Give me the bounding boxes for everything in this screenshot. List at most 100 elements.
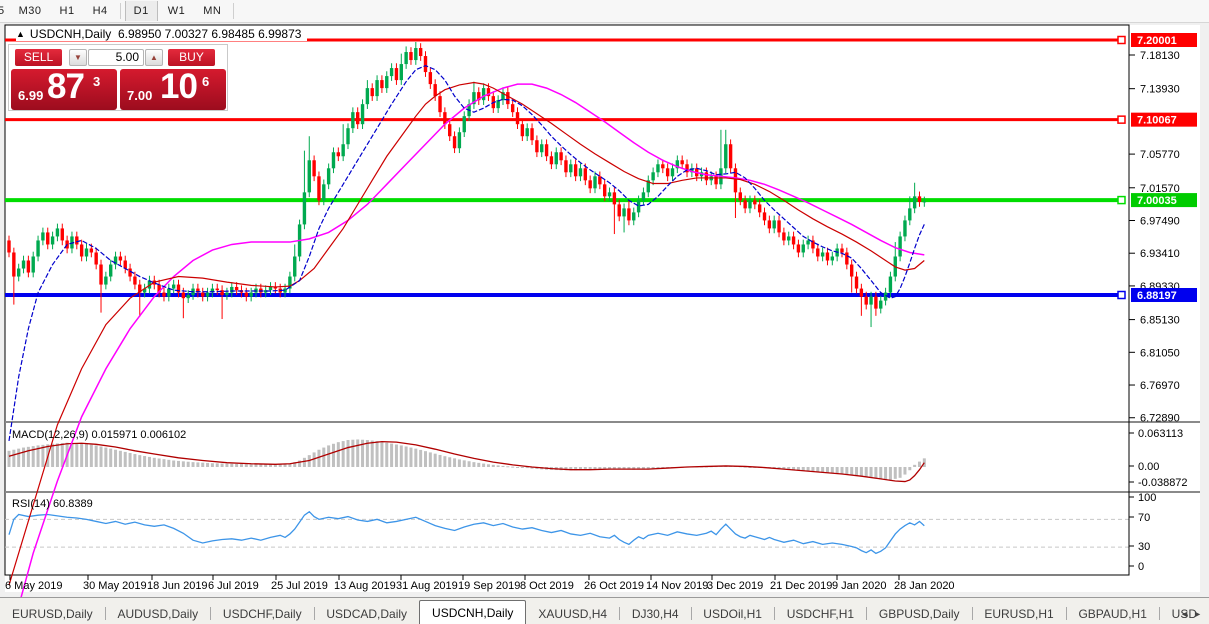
macd-histogram-bar <box>801 467 805 471</box>
macd-histogram-bar <box>516 467 520 468</box>
level-handle[interactable] <box>1117 195 1126 205</box>
ask-price-box[interactable]: 7.00 10 6 <box>120 67 226 110</box>
tab-xauusd-h4[interactable]: XAUUSD,H4 <box>538 607 608 621</box>
candle-body <box>680 160 684 165</box>
timeframe-5[interactable]: 5 <box>0 5 5 17</box>
price-tick-label: 6.72890 <box>1140 413 1180 425</box>
timeframe-W1[interactable]: W1 <box>167 5 186 17</box>
tab-gbpaud-h1[interactable]: GBPAUD,H1 <box>1078 607 1147 621</box>
candle-body <box>50 236 55 245</box>
candle-body <box>675 160 680 169</box>
tab-scroll-left-icon[interactable]: ◄ <box>1180 609 1194 619</box>
macd-histogram-bar <box>104 447 108 467</box>
candle-body <box>665 168 670 177</box>
macd-histogram-bar <box>520 467 524 468</box>
level-handle[interactable] <box>1117 35 1126 45</box>
ma-mid-line <box>8 81 925 586</box>
candle-body <box>201 292 205 297</box>
candle-body <box>840 248 844 253</box>
macd-histogram-bar <box>210 463 214 467</box>
collapse-arrow-icon[interactable]: ▲ <box>16 29 25 39</box>
level-badge-label: 7.00035 <box>1137 195 1177 207</box>
macd-histogram-bar <box>36 445 40 467</box>
candle-body <box>196 288 200 293</box>
timeframe-D1[interactable]: D1 <box>124 1 158 21</box>
macd-histogram-bar <box>167 459 171 467</box>
macd-histogram-bar <box>31 446 35 467</box>
level-handle[interactable] <box>1117 290 1126 300</box>
volume-decrease-button[interactable]: ▼ <box>69 48 87 66</box>
tab-usdchf-h1[interactable]: USDCHF,H1 <box>786 607 855 621</box>
timeframe-H4[interactable]: H4 <box>92 5 108 17</box>
macd-histogram-bar <box>12 449 16 467</box>
macd-histogram-bar <box>239 464 243 467</box>
tab-scroll-right-icon[interactable]: ► <box>1193 609 1206 619</box>
tab-dj30-h4[interactable]: DJ30,H4 <box>631 607 679 621</box>
candle-body <box>380 80 384 89</box>
macd-histogram-bar <box>748 467 752 468</box>
macd-histogram-bar <box>157 458 161 467</box>
candle-body <box>457 132 462 149</box>
macd-histogram-bar <box>336 442 340 467</box>
macd-histogram-bar <box>293 462 297 467</box>
candle-body <box>767 220 772 229</box>
candle-body <box>317 176 321 201</box>
candle-body <box>869 296 873 305</box>
candle-body <box>26 260 31 273</box>
tab-usdcnh-daily[interactable]: USDCNH,Daily <box>419 600 527 624</box>
macd-histogram-bar <box>375 441 379 467</box>
tab-usdcad-daily[interactable]: USDCAD,Daily <box>326 607 408 621</box>
tab-eurusd-h1[interactable]: EURUSD,H1 <box>984 607 1054 621</box>
macd-histogram-bar <box>317 449 321 467</box>
tab-separator <box>690 607 692 620</box>
macd-histogram-bar <box>99 446 103 467</box>
macd-histogram-bar <box>903 467 907 475</box>
tab-usdchf-daily[interactable]: USDCHF,Daily <box>222 607 302 621</box>
macd-histogram-bar <box>283 463 287 467</box>
macd-scale-label: 0.063113 <box>1138 428 1183 440</box>
tab-usdoil-h1[interactable]: USDOil,H1 <box>703 607 762 621</box>
macd-histogram-bar <box>569 467 573 471</box>
tab-eurusd-daily[interactable]: EURUSD,Daily <box>12 607 93 621</box>
timeframe-MN[interactable]: MN <box>203 5 222 17</box>
date-label: 26 Oct 2019 <box>584 580 644 592</box>
macd-histogram-bar <box>89 444 93 467</box>
candle-body <box>632 212 636 221</box>
macd-histogram-bar <box>917 461 921 467</box>
candle-body <box>898 236 902 257</box>
volume-input[interactable] <box>88 48 144 66</box>
bid-price-box[interactable]: 6.99 87 3 <box>11 67 117 110</box>
level-handle[interactable] <box>1117 115 1126 124</box>
sell-button[interactable]: SELL <box>15 48 62 66</box>
candle-body <box>210 288 215 293</box>
macd-histogram-bar <box>608 467 612 470</box>
candle-body <box>443 112 447 125</box>
rsi-scale-label: 0 <box>1138 561 1144 573</box>
candle-body <box>84 248 89 257</box>
volume-increase-button[interactable]: ▲ <box>145 48 163 66</box>
candle-body <box>602 184 607 197</box>
macd-histogram-bar <box>191 462 195 467</box>
timeframe-M30[interactable]: M30 <box>18 5 42 17</box>
macd-histogram-bar <box>486 464 490 467</box>
candle-body <box>825 252 830 261</box>
macd-histogram-bar <box>646 467 650 470</box>
macd-histogram-bar <box>530 467 534 469</box>
candle-body <box>782 232 786 241</box>
macd-histogram-bar <box>399 445 403 467</box>
candle-body <box>355 112 360 125</box>
macd-histogram-bar <box>433 453 437 467</box>
price-tick-label: 7.13930 <box>1140 84 1180 96</box>
tab-usd[interactable]: USD <box>1171 607 1198 621</box>
tab-audusd-daily[interactable]: AUDUSD,Daily <box>117 607 199 621</box>
macd-histogram-bar <box>453 458 457 467</box>
candle-body <box>845 252 849 265</box>
candle-body <box>414 48 418 61</box>
candle-body <box>423 56 428 73</box>
candle-body <box>268 286 273 291</box>
tab-gbpusd-daily[interactable]: GBPUSD,Daily <box>878 607 960 621</box>
macd-histogram-bar <box>661 467 665 469</box>
buy-button[interactable]: BUY <box>168 48 215 66</box>
timeframe-H1[interactable]: H1 <box>59 5 75 17</box>
